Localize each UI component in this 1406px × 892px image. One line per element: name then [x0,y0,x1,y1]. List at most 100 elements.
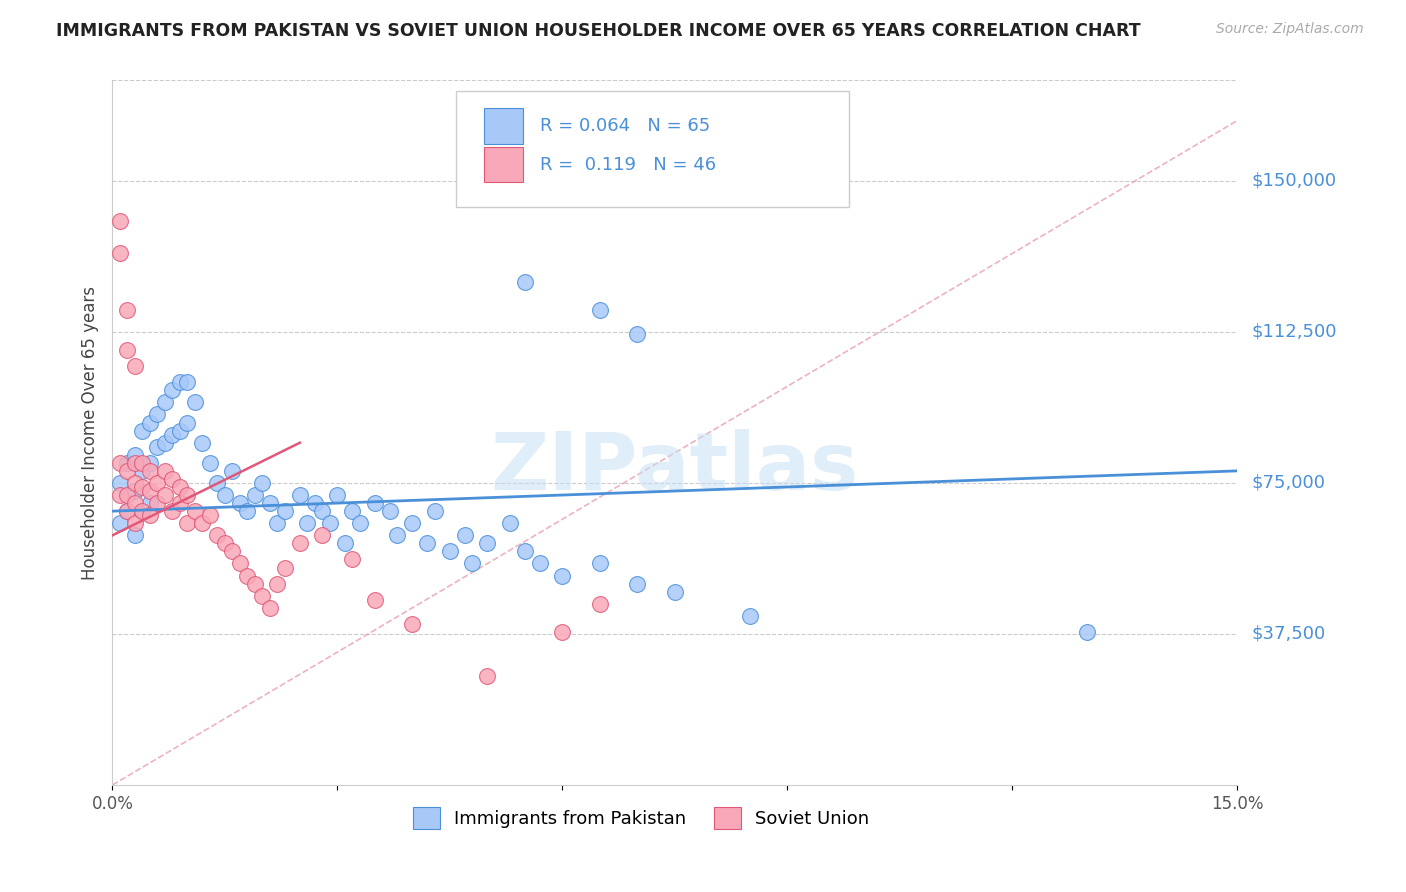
Point [589,557,612,571]
Point [364,592,387,607]
Point [401,516,423,531]
Point [342,552,364,566]
Point [184,395,207,409]
Point [124,475,146,490]
Point [153,395,176,409]
Point [288,536,311,550]
Point [259,600,281,615]
Text: IMMIGRANTS FROM PAKISTAN VS SOVIET UNION HOUSEHOLDER INCOME OVER 65 YEARS CORREL: IMMIGRANTS FROM PAKISTAN VS SOVIET UNION… [56,22,1140,40]
Point [153,435,176,450]
Point [274,504,297,518]
Point [207,528,229,542]
Point [139,416,162,430]
Point [1076,624,1098,639]
Point [236,504,259,518]
Point [311,528,333,542]
Point [162,384,184,398]
Point [191,435,214,450]
Point [589,302,612,317]
Point [124,483,146,498]
Point [153,464,176,478]
Point [176,516,198,531]
Point [349,516,371,531]
Point [551,568,574,582]
Text: $37,500: $37,500 [1251,625,1326,643]
Point [131,504,153,518]
Point [214,488,236,502]
Point [162,504,184,518]
Point [378,504,401,518]
Point [198,508,221,523]
Point [169,424,191,438]
Point [124,456,146,470]
Point [108,516,131,531]
Point [589,597,612,611]
Point [162,472,184,486]
Point [108,488,131,502]
FancyBboxPatch shape [484,147,523,183]
Point [229,496,252,510]
Point [499,516,522,531]
Point [117,302,139,317]
Point [236,568,259,582]
Point [131,424,153,438]
Point [207,475,229,490]
Point [304,496,326,510]
Point [513,544,536,558]
FancyBboxPatch shape [484,109,523,144]
Point [139,508,162,523]
Point [176,376,198,390]
Point [266,516,288,531]
Point [252,589,274,603]
Point [108,214,131,228]
Point [259,496,281,510]
Point [117,456,139,470]
Point [738,608,761,623]
Point [326,488,349,502]
Point [416,536,439,550]
Point [108,456,131,470]
Point [274,560,297,574]
Point [169,496,191,510]
Point [124,496,146,510]
Text: ZIPatlas: ZIPatlas [491,429,859,507]
Point [288,488,311,502]
Point [108,475,131,490]
Point [146,496,169,510]
Point [146,440,169,454]
Point [124,516,146,531]
Point [124,359,146,374]
Point [477,669,499,683]
Point [117,464,139,478]
Point [124,528,146,542]
Point [169,480,191,494]
Point [243,576,266,591]
Point [229,557,252,571]
Text: $112,500: $112,500 [1251,323,1337,341]
Point [191,516,214,531]
Text: R = 0.064   N = 65: R = 0.064 N = 65 [540,117,710,135]
Point [297,516,319,531]
Point [311,504,333,518]
Text: R =  0.119   N = 46: R = 0.119 N = 46 [540,156,716,174]
Point [117,488,139,502]
Text: $75,000: $75,000 [1251,474,1326,492]
Point [169,376,191,390]
Point [423,504,446,518]
FancyBboxPatch shape [456,91,849,207]
Point [176,488,198,502]
Point [139,483,162,498]
Point [626,576,648,591]
Point [146,408,169,422]
Point [551,624,574,639]
Point [153,488,176,502]
Point [162,427,184,442]
Point [454,528,477,542]
Point [139,464,162,478]
Point [319,516,342,531]
Point [387,528,409,542]
Point [131,480,153,494]
Point [664,584,686,599]
Point [401,616,423,631]
Point [117,343,139,357]
